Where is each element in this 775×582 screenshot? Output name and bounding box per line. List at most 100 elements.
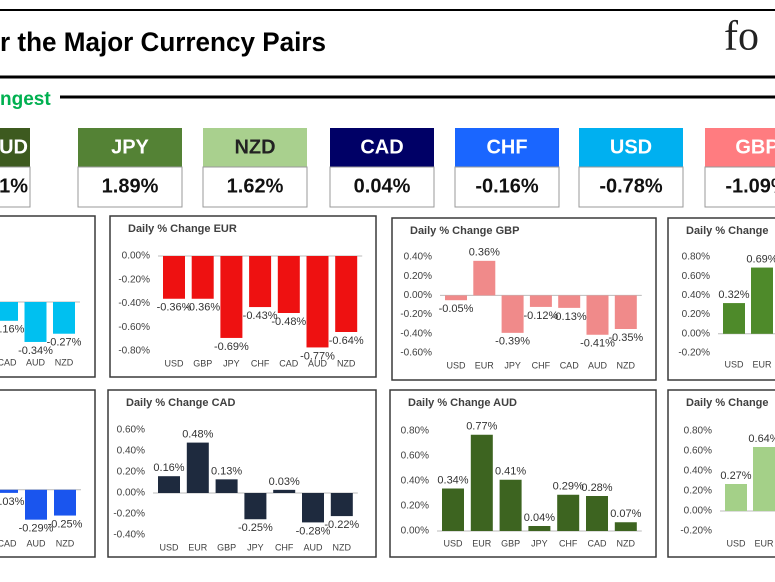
x-tick-label: CAD: [0, 538, 17, 548]
chart-title: Daily % Change EUR: [128, 223, 237, 235]
value-label: 0.03%: [269, 476, 300, 488]
bar: [158, 476, 180, 493]
tile-value-box: [454, 166, 560, 208]
x-tick-label: JPY: [504, 360, 521, 370]
tile-header: [579, 128, 683, 167]
y-tick-label: -0.60%: [118, 322, 150, 333]
bar: [528, 526, 551, 531]
tile-change: -1.09%: [725, 175, 775, 197]
x-tick-label: CHF: [275, 542, 294, 552]
tile-value-box: [704, 166, 775, 208]
bar: [330, 493, 353, 517]
value-label: -0.27%: [47, 337, 82, 349]
ranking-title: ngest: [0, 89, 51, 110]
x-tick-label: CAD: [0, 357, 17, 367]
y-tick-label: 0.40%: [117, 446, 145, 457]
chart-panel: [389, 389, 657, 558]
bar: [558, 295, 581, 308]
y-tick-label: 0.00%: [401, 526, 429, 537]
bar: [191, 256, 214, 299]
bar: [277, 256, 300, 313]
value-label: -0.16%: [0, 324, 25, 336]
chart-title: Daily % Change GBP: [410, 225, 519, 237]
tile-value-box: [578, 166, 684, 208]
logo: fo: [724, 14, 759, 60]
x-tick-label: AUD: [26, 357, 46, 367]
value-label: -0.36%: [185, 302, 220, 314]
y-tick-label: 0.40%: [404, 252, 432, 263]
x-tick-label: JPY: [247, 542, 264, 552]
x-tick-label: EUR: [475, 360, 495, 370]
bar: [445, 295, 467, 301]
y-tick-label: -0.20%: [400, 309, 432, 320]
value-label: 0.41%: [495, 466, 526, 478]
y-tick-label: 0.80%: [684, 426, 712, 437]
bar: [614, 522, 637, 531]
bar: [215, 479, 238, 493]
value-label: -0.28%: [296, 525, 331, 537]
x-tick-label: USD: [446, 360, 466, 370]
x-tick-label: NZD: [56, 538, 75, 548]
bar: [186, 442, 209, 493]
x-tick-label: CAD: [587, 538, 607, 548]
bar: [53, 302, 75, 334]
y-tick-label: 0.00%: [117, 488, 145, 499]
y-tick-label: 0.60%: [117, 425, 145, 436]
bar: [306, 256, 329, 348]
value-label: 0.34%: [437, 474, 468, 486]
y-tick-label: 0.40%: [401, 476, 429, 487]
x-tick-label: NZD: [333, 542, 352, 552]
value-label: -0.39%: [495, 336, 530, 348]
y-tick-label: 0.20%: [404, 271, 432, 282]
x-tick-label: AUD: [303, 542, 323, 552]
value-label: 0.13%: [211, 465, 242, 477]
x-tick-label: USD: [164, 358, 184, 368]
value-label: 0.07%: [610, 508, 641, 520]
bar: [54, 489, 76, 516]
x-tick-label: CHF: [559, 538, 578, 548]
y-tick-label: 0.20%: [682, 309, 710, 320]
y-tick-label: -0.40%: [118, 298, 150, 309]
tile-currency: CAD: [360, 136, 403, 158]
x-tick-label: USD: [443, 538, 463, 548]
bar: [751, 267, 773, 334]
tile-header: [330, 128, 434, 167]
value-label: 0.28%: [581, 482, 612, 494]
value-label: -0.34%: [18, 345, 53, 357]
x-tick-label: USD: [159, 542, 179, 552]
bar: [0, 302, 18, 321]
x-tick-label: AUD: [26, 538, 46, 548]
x-tick-label: GBP: [193, 358, 212, 368]
y-tick-label: 0.20%: [401, 501, 429, 512]
bar: [163, 256, 185, 299]
value-label: 0.27%: [720, 470, 751, 482]
bar: [302, 493, 324, 523]
chart-title: Daily % Change: [686, 225, 769, 237]
tile-change: 0.04%: [354, 175, 411, 197]
value-label: 0.77%: [466, 421, 497, 433]
bar: [499, 479, 522, 531]
x-tick-label: EUR: [752, 359, 772, 369]
chart-panel: [0, 389, 96, 558]
x-tick-label: USD: [726, 538, 746, 548]
x-tick-label: JPY: [531, 538, 548, 548]
y-tick-label: 0.00%: [684, 506, 712, 517]
bar: [501, 295, 524, 333]
value-label: -0.25%: [238, 522, 273, 534]
y-tick-label: 0.60%: [682, 271, 710, 282]
y-tick-label: -0.20%: [118, 274, 150, 285]
x-tick-label: CAD: [279, 358, 299, 368]
value-label: 0.64%: [748, 433, 775, 445]
bar: [586, 496, 608, 531]
y-tick-label: -0.20%: [678, 348, 710, 359]
value-label: -0.05%: [439, 303, 474, 315]
y-tick-label: -0.20%: [113, 509, 145, 520]
value-label: -0.13%: [552, 311, 587, 323]
value-label: -0.03%: [0, 496, 25, 508]
x-tick-label: NZD: [337, 358, 356, 368]
y-tick-label: 0.80%: [401, 426, 429, 437]
x-tick-label: AUD: [588, 360, 608, 370]
x-tick-label: EUR: [754, 538, 774, 548]
tile-header: [705, 128, 775, 167]
tile-currency: NZD: [234, 136, 275, 158]
